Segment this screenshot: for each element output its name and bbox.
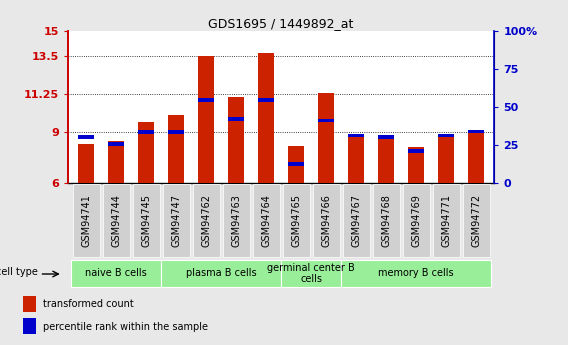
Text: transformed count: transformed count	[43, 299, 134, 309]
Text: naive B cells: naive B cells	[85, 268, 147, 278]
FancyBboxPatch shape	[283, 184, 310, 257]
FancyBboxPatch shape	[281, 260, 341, 287]
Bar	[228, 117, 244, 121]
Bar	[78, 144, 94, 183]
Bar	[23, 318, 36, 334]
Bar	[108, 141, 124, 183]
Bar	[198, 56, 214, 183]
Text: GSM94768: GSM94768	[381, 194, 391, 247]
Bar	[408, 147, 424, 183]
Text: GSM94764: GSM94764	[261, 194, 271, 247]
Bar	[468, 130, 485, 133]
Text: cell type: cell type	[0, 267, 37, 277]
FancyBboxPatch shape	[71, 260, 161, 287]
Text: GSM94762: GSM94762	[201, 194, 211, 247]
Bar	[78, 136, 94, 139]
FancyBboxPatch shape	[463, 184, 490, 257]
Text: GSM94741: GSM94741	[81, 194, 91, 247]
Text: germinal center B
cells: germinal center B cells	[268, 263, 355, 284]
Bar	[228, 97, 244, 183]
Text: GSM94763: GSM94763	[231, 194, 241, 247]
Bar	[288, 162, 304, 166]
Bar	[258, 98, 274, 102]
Text: GSM94744: GSM94744	[111, 194, 121, 247]
Bar	[198, 98, 214, 102]
FancyBboxPatch shape	[341, 260, 491, 287]
FancyBboxPatch shape	[161, 260, 281, 287]
Bar	[468, 130, 485, 183]
FancyBboxPatch shape	[162, 184, 190, 257]
FancyBboxPatch shape	[373, 184, 400, 257]
FancyBboxPatch shape	[103, 184, 130, 257]
Bar	[348, 134, 365, 183]
Text: plasma B cells: plasma B cells	[186, 268, 257, 278]
FancyBboxPatch shape	[193, 184, 220, 257]
Bar	[348, 134, 365, 137]
Bar	[168, 130, 185, 134]
FancyBboxPatch shape	[253, 184, 279, 257]
Text: GSM94772: GSM94772	[471, 194, 481, 247]
Bar	[438, 135, 454, 183]
Bar	[258, 53, 274, 183]
Text: GSM94766: GSM94766	[321, 194, 331, 247]
Text: GSM94771: GSM94771	[441, 194, 451, 247]
Bar	[378, 136, 394, 139]
Bar	[288, 146, 304, 183]
FancyBboxPatch shape	[433, 184, 460, 257]
Bar	[138, 122, 154, 183]
Text: GSM94767: GSM94767	[351, 194, 361, 247]
Text: GSM94765: GSM94765	[291, 194, 301, 247]
Bar	[408, 149, 424, 152]
Bar	[138, 130, 154, 134]
Bar	[23, 296, 36, 312]
Bar	[378, 135, 394, 183]
Text: GSM94747: GSM94747	[171, 194, 181, 247]
Text: memory B cells: memory B cells	[378, 268, 454, 278]
FancyBboxPatch shape	[223, 184, 250, 257]
FancyBboxPatch shape	[312, 184, 340, 257]
FancyBboxPatch shape	[133, 184, 160, 257]
FancyBboxPatch shape	[403, 184, 429, 257]
Bar	[108, 142, 124, 146]
Title: GDS1695 / 1449892_at: GDS1695 / 1449892_at	[208, 17, 354, 30]
Text: GSM94769: GSM94769	[411, 194, 421, 247]
Text: percentile rank within the sample: percentile rank within the sample	[43, 322, 208, 332]
Bar	[168, 115, 185, 183]
FancyBboxPatch shape	[73, 184, 99, 257]
Text: GSM94745: GSM94745	[141, 194, 151, 247]
Bar	[438, 134, 454, 137]
Bar	[318, 93, 335, 183]
FancyBboxPatch shape	[343, 184, 370, 257]
Bar	[318, 119, 335, 122]
